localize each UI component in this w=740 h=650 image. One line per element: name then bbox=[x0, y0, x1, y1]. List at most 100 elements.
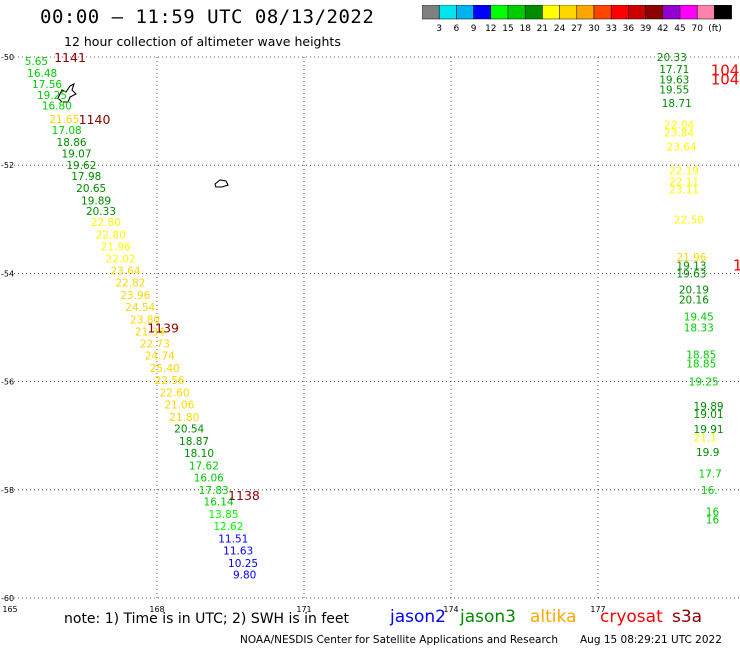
wave-height-value: 21.65 bbox=[49, 114, 79, 126]
colorbar-label: 30 bbox=[588, 24, 600, 34]
wave-height-value: 17.98 bbox=[71, 171, 101, 183]
wave-height-value: 16 bbox=[706, 506, 720, 518]
colorbar-label: 15 bbox=[502, 24, 513, 34]
wave-height-value: 19.9 bbox=[696, 447, 719, 459]
wave-height-value: 18.10 bbox=[184, 448, 214, 460]
colorbar-label: 18 bbox=[519, 24, 531, 34]
lat-tick-label: -58 bbox=[1, 486, 14, 495]
wave-height-value: 19.89 bbox=[81, 195, 111, 207]
wave-height-value: 9.80 bbox=[233, 570, 256, 582]
wave-height-value: 19.63 bbox=[676, 268, 706, 280]
wave-height-value: 17.71 bbox=[659, 64, 689, 76]
wave-height-value: 20.33 bbox=[86, 206, 116, 218]
wave-height-value: 18.85 bbox=[686, 350, 716, 362]
legend-altika: altika bbox=[530, 607, 577, 627]
wave-height-value: 22.56 bbox=[155, 375, 185, 387]
wave-height-value: 19.25 bbox=[689, 377, 719, 389]
legend-s3a: s3a bbox=[672, 607, 703, 627]
pass-number-label: 1138 bbox=[228, 488, 260, 503]
wave-height-value: 22.11 bbox=[669, 176, 699, 188]
lon-tick-label: 171 bbox=[296, 605, 311, 614]
wave-height-value: 20.19 bbox=[679, 285, 709, 297]
wave-height-value: 20.54 bbox=[174, 424, 204, 436]
lon-tick-label: 165 bbox=[2, 605, 17, 614]
wave-height-value: 19.01 bbox=[694, 409, 724, 421]
lat-tick-label: -50 bbox=[1, 53, 14, 62]
colorbar-label: 12 bbox=[485, 24, 496, 34]
lon-tick-label: 168 bbox=[149, 605, 164, 614]
wave-height-value: 23.11 bbox=[669, 185, 699, 197]
wave-height-value: 20.16 bbox=[679, 294, 709, 306]
wave-height-value: 16. bbox=[701, 485, 718, 497]
wave-height-value: 5.65 bbox=[25, 56, 48, 68]
pass-number-label: 1044 bbox=[711, 71, 740, 89]
lat-tick-label: -60 bbox=[1, 594, 14, 603]
wave-height-value: 18.87 bbox=[179, 436, 209, 448]
wave-height-value: 16.14 bbox=[204, 497, 234, 509]
colorbar-label: 33 bbox=[605, 24, 616, 34]
wave-height-value: 11.51 bbox=[218, 533, 248, 545]
wave-height-value: 23.96 bbox=[120, 290, 150, 302]
island-coastline bbox=[214, 179, 229, 188]
colorbar-label: 3 bbox=[436, 24, 442, 34]
pass-number-label: 1139 bbox=[147, 321, 179, 336]
wave-height-value: 16.48 bbox=[27, 68, 57, 80]
wave-height-value: 19.91 bbox=[694, 424, 724, 436]
wave-height-value: 18.33 bbox=[684, 323, 714, 335]
colorbar-label: 21 bbox=[537, 24, 548, 34]
pass-number-label: 1141 bbox=[54, 50, 86, 65]
wave-height-value: 17.08 bbox=[52, 125, 82, 137]
wave-height-value: 20.33 bbox=[657, 52, 687, 64]
wave-height-value: 22.04 bbox=[664, 120, 694, 132]
wave-height-value: 18.71 bbox=[662, 98, 692, 110]
wave-height-value: 11.63 bbox=[223, 545, 253, 557]
wave-height-value: 18.86 bbox=[57, 137, 87, 149]
wave-height-colorbar: 3 6 9 12 15 18 21 24 27 30 33 36 39 42 45 70 (ft) bbox=[422, 5, 732, 34]
wave-height-value: 22.82 bbox=[115, 278, 145, 290]
wave-height-value: 24.74 bbox=[145, 351, 175, 363]
wave-height-value: 23.84 bbox=[664, 128, 694, 140]
colorbar-label: 24 bbox=[554, 24, 566, 34]
wave-height-value: 23.80 bbox=[130, 314, 160, 326]
legend-jason2: jason2 bbox=[390, 607, 446, 627]
wave-height-value: 16.80 bbox=[42, 101, 72, 113]
colorbar-label: 27 bbox=[571, 24, 582, 34]
footer-timestamp: Aug 15 08:29:21 UTC 2022 bbox=[580, 634, 722, 646]
wave-height-value: 22.50 bbox=[674, 214, 704, 226]
lat-tick-label: -56 bbox=[1, 378, 14, 387]
wave-height-value: 16.06 bbox=[194, 472, 224, 484]
wave-height-value: 21.80 bbox=[169, 412, 199, 424]
wave-height-value: 19.63 bbox=[659, 75, 689, 87]
wave-height-value: 23.64 bbox=[667, 141, 697, 153]
colorbar-label: 45 bbox=[674, 24, 685, 34]
wave-height-value: 19.55 bbox=[659, 84, 689, 96]
legend-cryosat: cryosat bbox=[600, 607, 663, 627]
wave-height-value: 19.62 bbox=[66, 160, 96, 172]
wave-height-value: 21.96 bbox=[676, 252, 706, 264]
colorbar-label: 36 bbox=[623, 24, 635, 34]
pass-number-label: 10 bbox=[733, 256, 740, 274]
wave-height-value: 10.25 bbox=[228, 558, 258, 570]
lat-tick-label: -54 bbox=[1, 269, 14, 278]
wave-height-value: 13.85 bbox=[208, 509, 238, 521]
wave-height-value: 17.62 bbox=[189, 460, 219, 472]
wave-height-value: 17.83 bbox=[199, 485, 229, 497]
wave-height-value: 21.96 bbox=[101, 241, 131, 253]
legend-jason3: jason3 bbox=[460, 607, 516, 627]
colorbar-unit: (ft) bbox=[708, 24, 722, 34]
wave-height-value: 19.13 bbox=[676, 260, 706, 272]
map-title: 00:00 – 11:59 UTC 08/13/2022 bbox=[40, 6, 375, 28]
wave-height-value: 19.25 bbox=[37, 90, 67, 102]
wave-height-value: 19.89 bbox=[694, 401, 724, 413]
wave-height-value: 16 bbox=[706, 515, 720, 527]
island-coastline bbox=[57, 82, 77, 103]
wave-height-value: 22.19 bbox=[669, 166, 699, 178]
map-subtitle: 12 hour collection of altimeter wave hei… bbox=[64, 34, 341, 49]
colorbar-label: 6 bbox=[454, 24, 460, 34]
colorbar-label: 42 bbox=[657, 24, 668, 34]
colorbar-label: 9 bbox=[471, 24, 477, 34]
wave-height-value: 24.54 bbox=[125, 302, 155, 314]
wave-height-value: 21.06 bbox=[164, 399, 194, 411]
wave-height-value: 23.64 bbox=[110, 266, 140, 278]
